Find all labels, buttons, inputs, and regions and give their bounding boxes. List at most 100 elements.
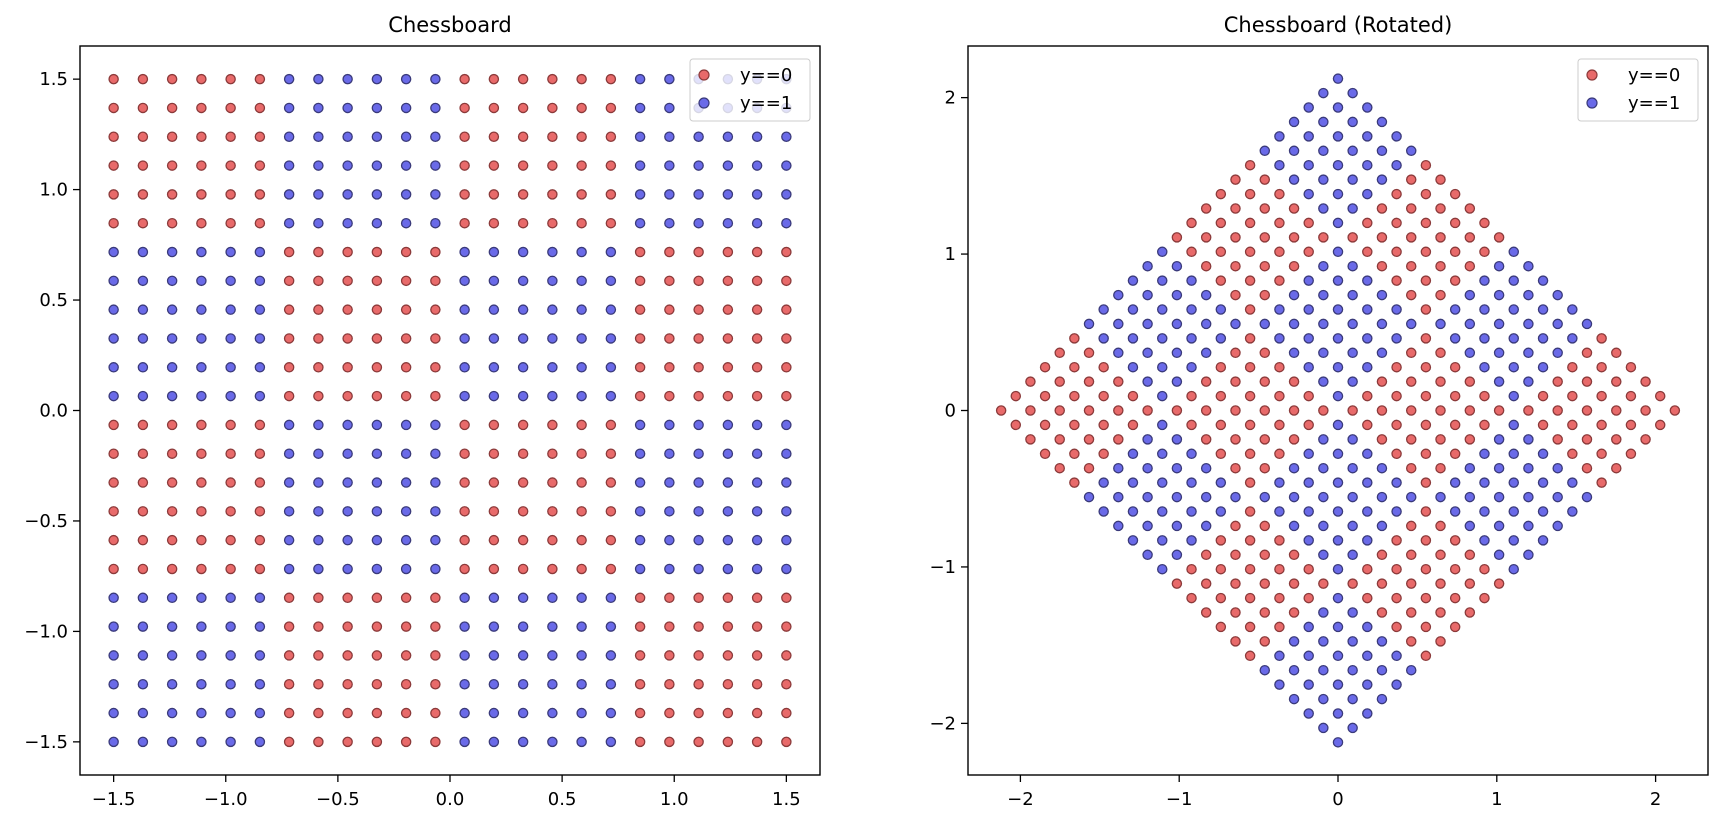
point-y1 bbox=[108, 707, 119, 719]
point-y1 bbox=[1493, 318, 1505, 330]
point-y1 bbox=[1230, 318, 1241, 330]
point-y1 bbox=[1157, 506, 1168, 517]
point-y0 bbox=[576, 160, 587, 171]
point-y1 bbox=[1376, 693, 1388, 705]
point-y0 bbox=[751, 707, 763, 719]
point-y1 bbox=[1142, 318, 1153, 330]
point-y0 bbox=[1405, 376, 1417, 387]
point-y0 bbox=[1039, 361, 1051, 373]
point-y1 bbox=[751, 477, 763, 488]
point-y1 bbox=[1318, 260, 1329, 272]
point-y0 bbox=[1596, 477, 1607, 488]
point-y1 bbox=[371, 189, 383, 200]
point-y1 bbox=[1303, 304, 1314, 315]
x-tick-label: −1.0 bbox=[204, 789, 248, 810]
point-y0 bbox=[196, 131, 207, 143]
point-y0 bbox=[342, 621, 353, 632]
chessboard-rotated-chart: Chessboard (Rotated) −2 −1 0 1 2 −2 −1 0 1 2 y==… bbox=[929, 13, 1709, 810]
point-y0 bbox=[1405, 636, 1417, 647]
point-y1 bbox=[108, 678, 119, 690]
point-y0 bbox=[634, 707, 646, 719]
point-y1 bbox=[254, 333, 266, 344]
point-y1 bbox=[1157, 477, 1168, 488]
point-y1 bbox=[1362, 275, 1373, 286]
point-y1 bbox=[1200, 520, 1212, 532]
y-tick-label: 1.0 bbox=[39, 180, 68, 201]
point-y0 bbox=[693, 275, 704, 287]
point-y0 bbox=[1493, 232, 1505, 243]
point-y1 bbox=[1523, 347, 1534, 359]
point-y0 bbox=[1405, 405, 1417, 416]
point-y0 bbox=[1230, 347, 1241, 359]
point-y0 bbox=[517, 217, 529, 229]
point-y1 bbox=[722, 189, 734, 200]
point-y0 bbox=[488, 131, 500, 143]
point-y1 bbox=[1200, 318, 1212, 330]
y-axis-ticks: −1.5 −1.0 −0.5 0.0 0.5 1.0 1.5 bbox=[24, 69, 80, 753]
point-y0 bbox=[1025, 376, 1036, 387]
point-y0 bbox=[1405, 462, 1417, 474]
point-y0 bbox=[1274, 188, 1285, 200]
point-y0 bbox=[371, 621, 383, 632]
point-y1 bbox=[1537, 361, 1549, 373]
point-y0 bbox=[342, 678, 353, 690]
point-y1 bbox=[1318, 203, 1329, 214]
point-y0 bbox=[1464, 203, 1476, 214]
point-y1 bbox=[342, 131, 353, 143]
point-y1 bbox=[1113, 520, 1124, 532]
point-y1 bbox=[781, 477, 792, 488]
point-y0 bbox=[371, 592, 383, 604]
point-y0 bbox=[1420, 217, 1432, 229]
point-y0 bbox=[1200, 376, 1212, 387]
point-y0 bbox=[1230, 434, 1241, 445]
point-y1 bbox=[1303, 535, 1314, 546]
point-y0 bbox=[313, 333, 324, 344]
scatter-points bbox=[108, 73, 792, 748]
point-y1 bbox=[1127, 361, 1139, 373]
point-y0 bbox=[371, 246, 383, 258]
point-y0 bbox=[342, 362, 353, 373]
point-y0 bbox=[1449, 621, 1461, 633]
point-y0 bbox=[1611, 462, 1622, 474]
point-y1 bbox=[1567, 333, 1578, 344]
point-y0 bbox=[1449, 188, 1461, 200]
point-y1 bbox=[1537, 506, 1549, 517]
point-y0 bbox=[1244, 477, 1256, 488]
point-y0 bbox=[313, 736, 324, 748]
point-y1 bbox=[517, 304, 529, 315]
point-y0 bbox=[664, 707, 675, 719]
point-y1 bbox=[1508, 477, 1520, 488]
point-y1 bbox=[1362, 333, 1373, 344]
point-y0 bbox=[342, 333, 353, 344]
point-y0 bbox=[488, 506, 500, 517]
point-y1 bbox=[283, 448, 295, 459]
point-y0 bbox=[751, 362, 763, 373]
point-y1 bbox=[1347, 607, 1358, 618]
point-y0 bbox=[488, 73, 500, 85]
point-y0 bbox=[547, 477, 558, 488]
point-y1 bbox=[1127, 275, 1139, 286]
point-y1 bbox=[1171, 491, 1183, 503]
point-y0 bbox=[459, 160, 470, 171]
point-y1 bbox=[1362, 304, 1373, 315]
x-tick-label: 0.5 bbox=[548, 789, 577, 810]
point-y0 bbox=[751, 678, 763, 690]
point-y0 bbox=[137, 217, 149, 229]
point-y1 bbox=[1142, 347, 1153, 359]
point-y1 bbox=[517, 275, 529, 287]
point-y1 bbox=[1318, 636, 1329, 647]
point-y1 bbox=[1567, 477, 1578, 488]
point-y1 bbox=[1318, 462, 1329, 474]
point-y1 bbox=[1157, 361, 1168, 373]
point-y1 bbox=[1157, 304, 1168, 315]
point-y1 bbox=[547, 621, 558, 632]
point-y0 bbox=[634, 678, 646, 690]
point-y1 bbox=[1303, 679, 1314, 690]
point-y1 bbox=[1332, 131, 1344, 142]
point-y1 bbox=[254, 592, 266, 604]
point-y0 bbox=[1054, 376, 1065, 387]
point-y0 bbox=[254, 477, 266, 488]
point-y0 bbox=[1200, 578, 1212, 589]
point-y0 bbox=[1362, 390, 1373, 402]
point-y1 bbox=[1303, 333, 1314, 344]
